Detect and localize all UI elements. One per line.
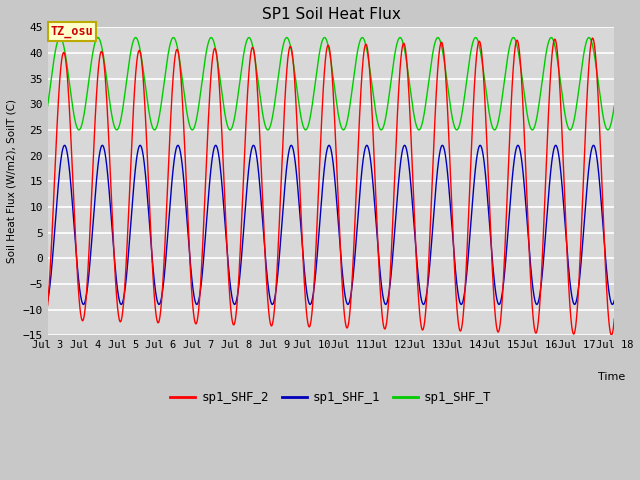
Text: TZ_osu: TZ_osu [51,25,93,38]
Y-axis label: Soil Heat Flux (W/m2), SoilT (C): Soil Heat Flux (W/m2), SoilT (C) [7,99,17,263]
Legend: sp1_SHF_2, sp1_SHF_1, sp1_SHF_T: sp1_SHF_2, sp1_SHF_1, sp1_SHF_T [165,386,497,409]
Title: SP1 Soil Heat Flux: SP1 Soil Heat Flux [262,7,401,22]
X-axis label: Time: Time [598,372,626,382]
